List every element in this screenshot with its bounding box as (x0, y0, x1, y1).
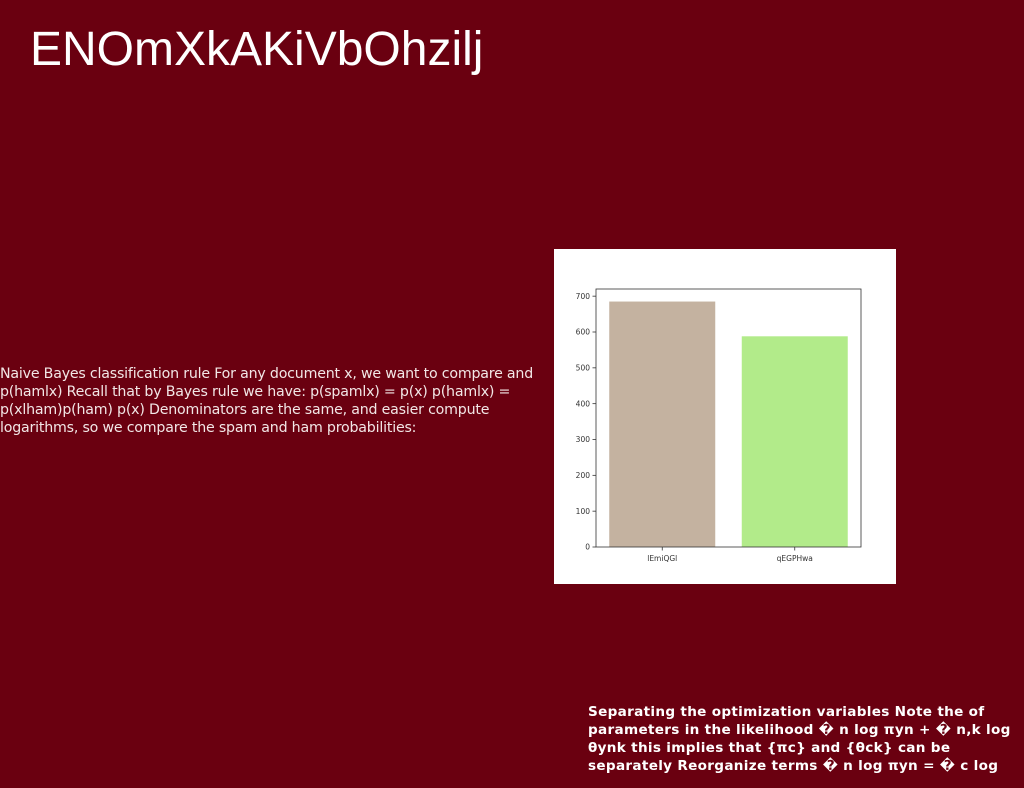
bar-chart-svg: lEmiQGl qEGPHwa 0 100 200 300 400 500 600 700 (576, 288, 862, 563)
y-tick-label: 600 (576, 328, 591, 337)
bar-chart: lEmiQGl qEGPHwa 0 100 200 300 400 500 600 700 (554, 249, 896, 584)
plot-frame (595, 288, 862, 548)
y-tick-label: 100 (576, 507, 591, 516)
bar-qEGPHwa (741, 336, 848, 547)
slide-title: ENOmXkAKiVbOhzilj (30, 23, 484, 76)
y-tick-label: 0 (585, 543, 590, 552)
y-tick-label: 400 (576, 399, 591, 408)
x-tick-label: lEmiQGl (647, 554, 677, 563)
y-tick-label: 300 (576, 435, 591, 444)
note-text: Separating the optimization variables No… (588, 704, 1011, 774)
bar-lEmiQGl (609, 301, 716, 547)
y-tick-label: 500 (576, 363, 591, 372)
body-text: Naive Bayes classification rule For any … (0, 366, 534, 436)
x-tick-label: qEGPHwa (777, 554, 813, 563)
y-tick-label: 700 (576, 292, 591, 301)
y-tick-label: 200 (576, 471, 591, 480)
